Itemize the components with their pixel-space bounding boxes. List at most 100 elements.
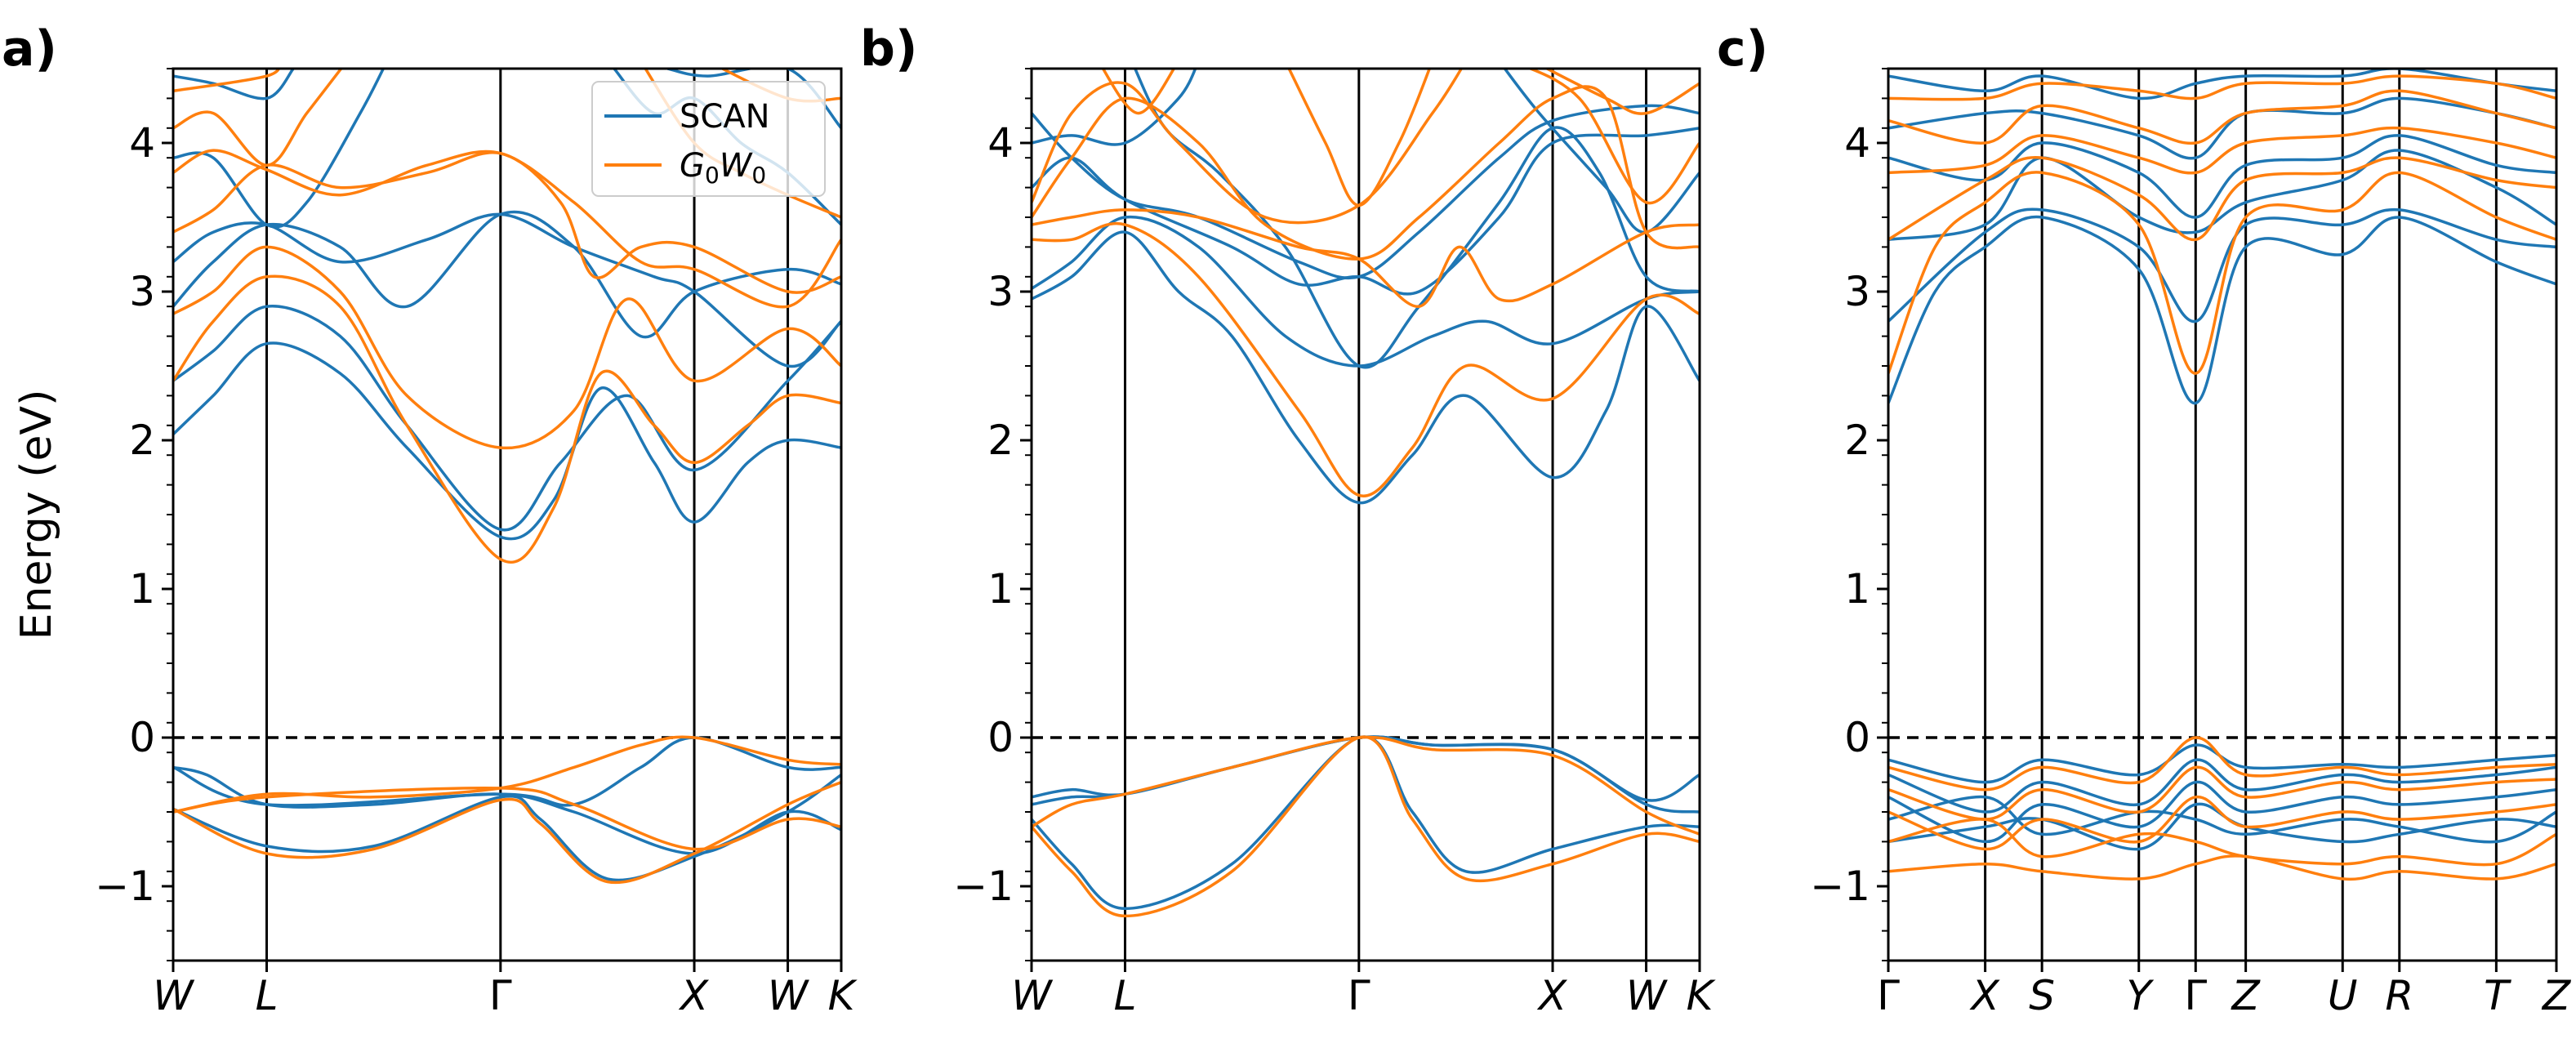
kpoint-label: Γ [2184, 972, 2207, 1019]
y-tick-label: 0 [129, 714, 155, 761]
g0w0-band [173, 780, 841, 885]
kpoint-label: S [2029, 972, 2055, 1019]
y-tick-label: 2 [1844, 417, 1870, 464]
g0w0-band [1888, 854, 2556, 881]
kpoint-label: L [1114, 972, 1137, 1019]
legend-label-part: G [680, 147, 705, 185]
scan-band [173, 736, 841, 807]
g0w0-band [1888, 156, 2556, 242]
g0w0-band [1888, 796, 2556, 851]
legend-label-part: W [720, 147, 753, 185]
kpoint-label: W [768, 972, 809, 1019]
bands-group [1032, 69, 1700, 918]
g0w0-band [1032, 735, 1700, 918]
scan-band [173, 69, 386, 229]
y-tick-label: −1 [95, 863, 155, 910]
bands-group [1888, 69, 2556, 881]
g0w0-band [1888, 74, 2556, 101]
scan-band [1888, 743, 2556, 784]
kpoint-label: L [256, 972, 279, 1019]
scan-band [1032, 215, 1700, 368]
panel-label: b) [860, 20, 917, 78]
axes-frame [172, 67, 843, 962]
g0w0-band [173, 69, 281, 93]
kpoint-label: K [1687, 972, 1717, 1019]
g0w0-band [1032, 69, 1464, 225]
g0w0-band [1032, 735, 1700, 836]
kpoint-label: X [678, 972, 710, 1019]
y-tick-label: 0 [1844, 714, 1870, 761]
kpoint-label: Γ [1877, 972, 1900, 1019]
scan-band [1888, 758, 2556, 814]
kpoint-label: W [1626, 972, 1668, 1019]
g0w0-band [1101, 69, 1176, 115]
y-tick-label: 0 [987, 714, 1014, 761]
y-tick-label: 2 [129, 417, 155, 464]
kpoint-label: Γ [489, 972, 512, 1019]
g0w0-band [1888, 736, 2556, 792]
scan-band [1888, 802, 2556, 851]
y-tick-label: 4 [987, 119, 1014, 167]
legend-label-g0w0: G0W0 [680, 147, 766, 189]
g0w0-band [1032, 85, 1700, 261]
g0w0-band [1032, 221, 1700, 497]
kpoint-label: R [2385, 972, 2413, 1019]
scan-band [1888, 795, 2556, 844]
g0w0-band [173, 735, 841, 814]
y-tick-label: −1 [1810, 863, 1870, 910]
y-tick-label: 3 [129, 268, 155, 315]
kpoint-label: W [153, 972, 194, 1019]
kpoint-label: X [1536, 972, 1568, 1019]
scan-band [1032, 230, 1700, 505]
y-tick-label: 3 [1844, 268, 1870, 315]
scan-band [173, 765, 841, 855]
scan-band [1888, 215, 2556, 405]
y-tick-label: 4 [129, 119, 155, 167]
y-axis-title: Energy (eV) [12, 390, 61, 640]
kpoint-label: Y [2126, 972, 2154, 1019]
g0w0-band [1888, 89, 2556, 145]
kpoint-label: U [2328, 972, 2358, 1019]
g0w0-band [1032, 208, 1700, 308]
g0w0-band [173, 274, 841, 564]
scan-band [173, 774, 841, 882]
kpoint-label: Z [2230, 972, 2261, 1019]
y-tick-label: 1 [1844, 565, 1870, 613]
g0w0-band [1888, 171, 2556, 375]
legend-label-part: 0 [751, 162, 766, 189]
g0w0-band [1888, 765, 2556, 821]
panel-label: c) [1717, 20, 1768, 78]
g0w0-band [1526, 69, 1700, 205]
kpoint-label: W [1011, 972, 1053, 1019]
legend-box [591, 81, 826, 197]
scan-band [1032, 104, 1700, 280]
scan-band [173, 341, 841, 541]
scan-band [173, 305, 841, 532]
g0w0-band [1888, 126, 2556, 175]
scan-band [1032, 69, 1197, 146]
g0w0-band [1287, 69, 1432, 207]
y-tick-label: 1 [987, 565, 1014, 613]
g0w0-band [173, 149, 841, 309]
y-tick-label: −1 [953, 863, 1014, 910]
kpoint-label: K [828, 972, 858, 1019]
g0w0-band [173, 786, 841, 851]
g0w0-band [173, 69, 343, 167]
y-tick-label: 1 [129, 565, 155, 613]
scan-band [1032, 735, 1700, 814]
scan-band [1032, 735, 1700, 911]
scan-band [1888, 96, 2556, 160]
y-tick-label: 3 [987, 268, 1014, 315]
scan-band [1888, 69, 2556, 100]
legend-label-scan: SCAN [680, 98, 770, 136]
scan-band [1503, 69, 1700, 234]
y-tick-label: 2 [987, 417, 1014, 464]
g0w0-band [1544, 69, 1700, 115]
kpoint-label: Z [2541, 972, 2572, 1019]
scan-band [1888, 207, 2556, 323]
g0w0-band [173, 245, 841, 450]
